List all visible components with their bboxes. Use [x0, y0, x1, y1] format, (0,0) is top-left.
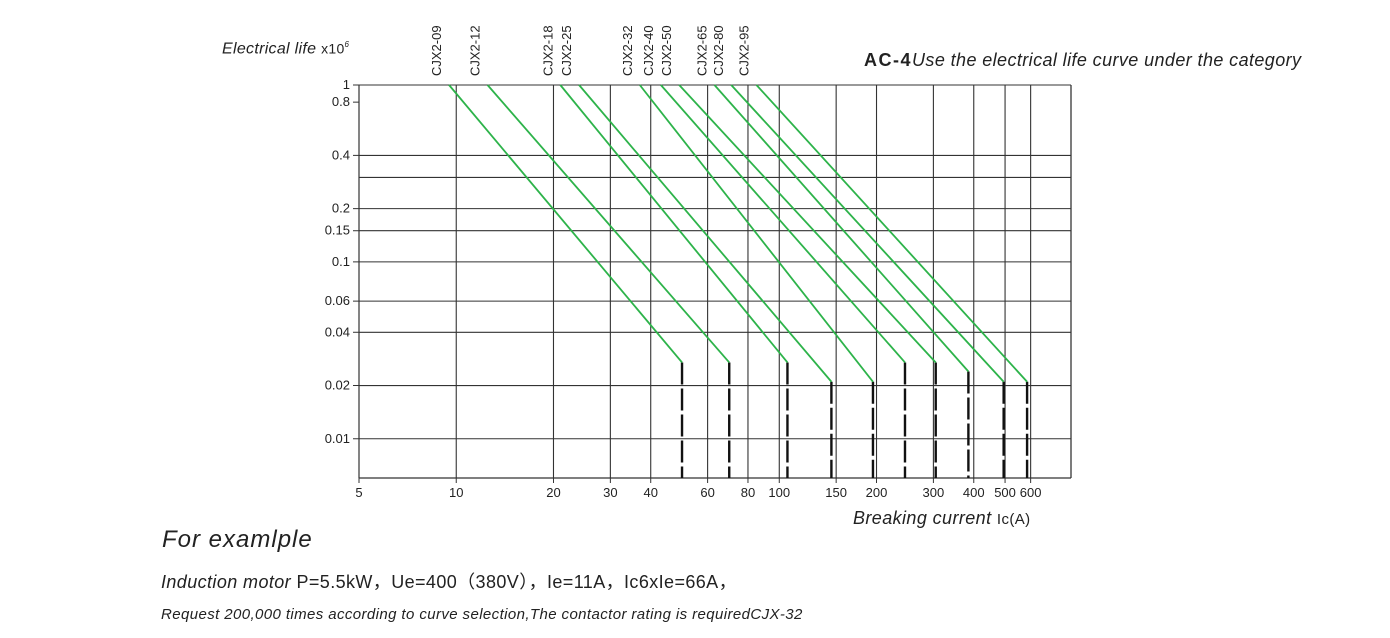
series-label: CJX2-32	[620, 25, 635, 76]
y-tick-label: 0.15	[325, 223, 350, 238]
y-axis-title: Electrical life x106	[222, 40, 349, 58]
y-axis-label: Electrical life	[222, 40, 317, 58]
x-tick-label: 200	[866, 485, 888, 500]
x-tick-label: 30	[603, 485, 617, 500]
y-tick-label: 0.4	[332, 147, 350, 162]
x-axis-unit: Ic(A)	[996, 511, 1031, 528]
series-label: CJX2-09	[429, 25, 444, 76]
example-line-2: Request 200,000 times according to curve…	[161, 606, 803, 623]
electrical-life-chart: 1 0.8 0.4 0.2 0.15 0.1 0.06 0.04 0.02 0.01 5 10 20 3…	[325, 25, 1072, 500]
y-tick-label: 0.2	[332, 201, 350, 216]
x-tick-label: 150	[825, 485, 847, 500]
x-tick-label: 600	[1020, 485, 1042, 500]
life-curve	[730, 84, 1005, 383]
life-curve	[660, 84, 906, 364]
series-label: CJX2-18	[540, 25, 555, 76]
y-tick-labels: 1 0.8 0.4 0.2 0.15 0.1 0.06 0.04 0.02 0.01	[325, 77, 359, 446]
y-tick-label: 0.01	[325, 431, 350, 446]
y-tick-label: 0.1	[332, 254, 350, 269]
y-tick-label: 1	[343, 77, 350, 92]
y-axis-unit: x10	[321, 40, 345, 57]
x-tick-label: 5	[355, 485, 362, 500]
life-curve	[639, 84, 874, 383]
x-tick-label: 40	[643, 485, 657, 500]
series-label: CJX2-50	[659, 25, 674, 76]
life-curve	[678, 84, 937, 364]
series-label: CJX2-65	[694, 25, 709, 76]
example-line-1: Induction motor P=5.5kW，Ue=400（380V），Ie=…	[161, 568, 737, 594]
x-tick-label: 400	[963, 485, 985, 500]
y-tick-label: 0.06	[325, 293, 350, 308]
life-curves	[448, 84, 1028, 383]
category-text: Use the electrical life curve under the …	[912, 50, 1302, 70]
series-labels: CJX2-09 CJX2-12 CJX2-18 CJX2-25 CJX2-32 CJX2-…	[429, 25, 751, 76]
y-axis-exponent: 6	[344, 40, 350, 49]
x-tick-labels: 5 10 20 30 40 60 80 100 150 200 300 400 500 600	[355, 478, 1041, 500]
y-tick-label: 0.8	[332, 94, 350, 109]
life-curve	[578, 84, 833, 383]
life-curve	[559, 84, 789, 364]
x-tick-label: 20	[546, 485, 560, 500]
category-code: AC-4	[864, 50, 913, 70]
chart-grid	[358, 84, 1072, 479]
series-label: CJX2-95	[736, 25, 751, 76]
example-line-1-values: P=5.5kW，Ue=400（380V），Ie=11A，Ic6xIe=66A，	[291, 572, 737, 592]
x-tick-label: 300	[923, 485, 945, 500]
series-label: CJX2-80	[711, 25, 726, 76]
x-tick-label: 60	[700, 485, 714, 500]
series-label: CJX2-40	[641, 25, 656, 76]
x-axis-title: Breaking current Ic(A)	[853, 508, 1031, 529]
y-tick-label: 0.04	[325, 324, 350, 339]
x-tick-label: 80	[741, 485, 755, 500]
series-label: CJX2-25	[559, 25, 574, 76]
life-curve	[713, 84, 970, 373]
y-tick-label: 0.02	[325, 378, 350, 393]
x-axis-label: Breaking current	[853, 508, 992, 528]
life-curve	[755, 84, 1028, 383]
series-label: CJX2-12	[468, 25, 483, 76]
cutoff-lines	[680, 362, 1029, 478]
example-title: For examlple	[162, 526, 313, 553]
life-curve	[448, 84, 683, 364]
category-note: AC-4Use the electrical life curve under …	[864, 50, 1301, 71]
x-tick-label: 10	[449, 485, 463, 500]
example-line-1-label: Induction motor	[161, 572, 292, 592]
x-tick-label: 100	[768, 485, 790, 500]
life-curve	[486, 84, 730, 364]
x-tick-label: 500	[994, 485, 1016, 500]
